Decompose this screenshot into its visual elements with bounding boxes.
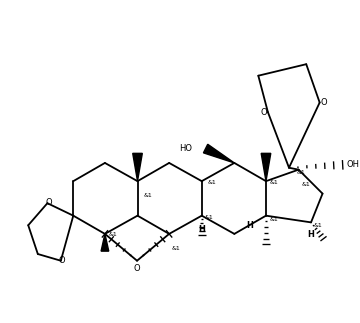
Polygon shape [261,153,271,181]
Text: &1: &1 [314,223,323,228]
Text: H: H [246,221,253,230]
Polygon shape [133,153,142,181]
Text: &1: &1 [204,215,213,220]
Text: O: O [134,264,140,273]
Text: &1: &1 [109,232,117,237]
Text: &1: &1 [301,182,310,186]
Text: H: H [198,224,205,234]
Polygon shape [203,144,234,163]
Text: &1: &1 [297,170,305,175]
Text: &1: &1 [207,180,216,185]
Text: &1: &1 [270,217,279,222]
Polygon shape [101,234,109,251]
Text: HO: HO [179,144,192,153]
Text: OH: OH [347,160,360,169]
Text: &1: &1 [143,193,152,198]
Text: O: O [58,256,65,265]
Text: H: H [307,230,315,239]
Text: &1: &1 [270,180,279,185]
Text: &1: &1 [172,246,181,251]
Text: O: O [45,198,52,207]
Text: O: O [320,98,327,107]
Text: O: O [261,108,267,117]
